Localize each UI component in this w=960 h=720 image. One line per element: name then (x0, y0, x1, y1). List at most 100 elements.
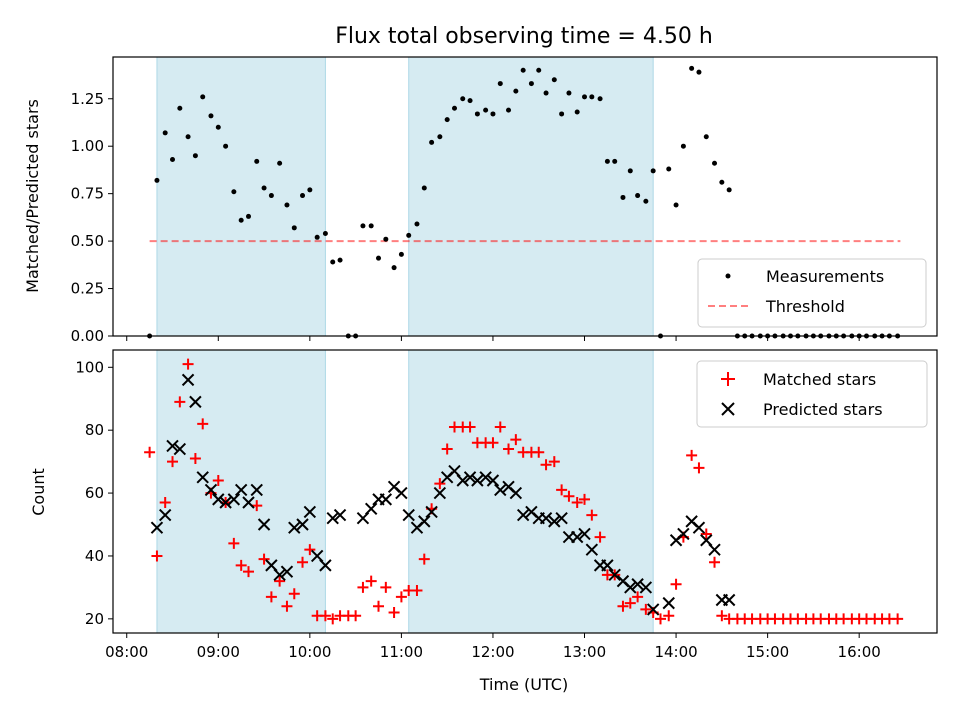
measurement-point (322, 231, 328, 237)
measurement-point (680, 143, 686, 149)
predicted-star-point (173, 442, 187, 456)
bottom-shaded-spans (156, 349, 654, 634)
bottom-y-axis-label: Count (29, 468, 48, 516)
measurement-point (604, 158, 610, 164)
predicted-star-point (319, 559, 332, 572)
predicted-star-point (158, 508, 172, 522)
measurement-point (712, 160, 718, 166)
predicted-star-point (204, 483, 218, 497)
matched-star-point (617, 600, 629, 612)
matched-star-point (533, 446, 545, 458)
measurement-point (650, 168, 656, 174)
legend-measurements-marker (725, 273, 731, 279)
top-panel: 0.00 0.25 0.50 0.75 1.00 1.25 Matched/Predict… (23, 56, 938, 345)
matched-star-point (640, 603, 652, 615)
matched-star-point (388, 607, 400, 619)
bottom-xtick-label: 11:00 (380, 643, 423, 661)
predicted-star-point (516, 508, 530, 522)
bottom-predicted-layer (150, 373, 736, 616)
bottom-xtick-label: 10:00 (288, 643, 331, 661)
predicted-star-point (722, 593, 736, 607)
measurement-point (268, 193, 274, 199)
predicted-star-point (242, 496, 255, 509)
measurement-point (673, 202, 679, 208)
matched-star-point (357, 581, 369, 593)
predicted-star-point (402, 508, 415, 522)
predicted-star-point (250, 483, 263, 497)
measurement-point (391, 265, 397, 271)
measurement-point (643, 198, 649, 204)
matched-star-point (304, 544, 316, 556)
matched-star-point (709, 556, 721, 568)
measurement-point (154, 177, 160, 183)
measurement-point (383, 236, 389, 242)
top-x-ticks (126, 336, 860, 341)
measurement-point (589, 94, 595, 100)
measurement-point (376, 255, 382, 261)
predicted-star-point (548, 515, 561, 528)
predicted-star-point (692, 521, 706, 534)
predicted-star-point (677, 527, 690, 541)
measurement-point (238, 217, 244, 223)
matched-star-point (258, 553, 270, 565)
predicted-star-point (662, 596, 675, 610)
measurement-point (627, 168, 633, 174)
top-ytick-label: 0.50 (71, 232, 104, 250)
predicted-star-point (639, 581, 653, 594)
matched-star-point (251, 500, 263, 512)
matched-star-point (281, 600, 293, 612)
measurement-point (208, 113, 214, 119)
matched-star-point (693, 462, 705, 474)
matched-star-point (265, 591, 277, 603)
matched-star-point (892, 613, 904, 625)
matched-star-point (144, 446, 156, 458)
predicted-star-point (608, 568, 621, 582)
matched-star-point (189, 452, 201, 464)
bottom-shaded-span-0 (156, 349, 326, 634)
top-y-ticks: 0.00 0.25 0.50 0.75 1.00 1.25 (71, 90, 113, 345)
bottom-ytick-label: 100 (75, 358, 104, 376)
measurement-point (506, 107, 512, 113)
predicted-star-point (326, 512, 339, 525)
matched-star-point (540, 459, 552, 471)
measurement-point (551, 77, 557, 83)
matched-star-point (503, 443, 515, 455)
matched-star-point (159, 497, 171, 509)
measurement-point (520, 67, 526, 73)
matched-star-point (632, 591, 644, 603)
matched-star-point (418, 553, 430, 565)
predicted-star-point (624, 581, 637, 594)
matched-star-point (288, 588, 300, 600)
bottom-plot-frame (112, 349, 938, 634)
measurement-point (261, 185, 267, 191)
measurement-point (307, 187, 313, 193)
predicted-star-point (234, 483, 248, 497)
matched-star-point (716, 610, 728, 622)
matched-star-point (228, 537, 240, 549)
predicted-star-point (471, 474, 484, 487)
matched-star-point (235, 559, 247, 571)
bottom-ytick-label: 40 (85, 547, 104, 565)
predicted-star-point (395, 486, 408, 500)
top-ytick-label: 1.00 (71, 137, 104, 155)
top-shaded-spans (156, 56, 654, 337)
measurement-point (360, 223, 366, 229)
measurement-point (284, 202, 290, 208)
matched-star-point (670, 578, 682, 590)
measurement-point (536, 67, 542, 73)
bottom-xtick-label: 14:00 (654, 643, 697, 661)
measurement-point (460, 96, 466, 102)
measurement-point (497, 81, 503, 87)
predicted-star-point (509, 486, 523, 500)
measurement-point (490, 111, 496, 117)
measurement-point (566, 90, 572, 96)
top-plot-frame (112, 56, 938, 337)
matched-star-point (441, 443, 453, 455)
matched-star-point (510, 434, 522, 446)
matched-star-point (487, 437, 499, 449)
measurement-point (666, 166, 672, 172)
bottom-shaded-span-1 (408, 349, 654, 634)
top-legend-box (697, 258, 927, 328)
predicted-star-point (585, 543, 599, 556)
top-ytick-label: 1.25 (71, 90, 104, 108)
